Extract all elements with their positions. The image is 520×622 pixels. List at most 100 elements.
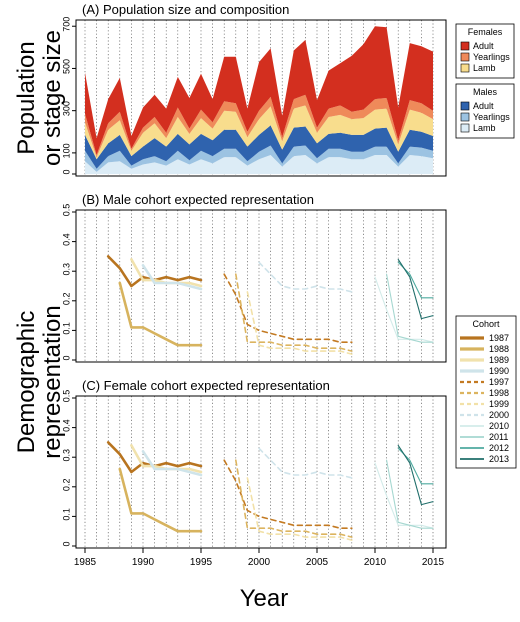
- y-axis: 0 100 300 500 700: [61, 17, 76, 175]
- x-tick-label: 2015: [422, 557, 445, 568]
- x-tick-label: 2010: [364, 557, 387, 568]
- legend-label: 2012: [489, 443, 509, 453]
- legend-label: 2010: [489, 421, 509, 431]
- cohort-line-2000: [258, 447, 353, 479]
- panel-title: (C) Female cohort expected representatio…: [82, 378, 330, 393]
- cohort-line-1988: [118, 281, 203, 347]
- y-axis: 0 0.1 0.2 0.3 0.4 0.5: [61, 204, 76, 361]
- area-females-lamb: [85, 105, 433, 160]
- ylabel-line: Population: [13, 41, 40, 154]
- y-tick-label: 500: [61, 59, 71, 74]
- legend-swatch: [460, 41, 470, 51]
- legend-label: Lamb: [473, 123, 496, 133]
- legend-label: 2013: [489, 454, 509, 464]
- x-axis: 1985 1990 1995 2000 2005 2010 2015: [74, 547, 445, 568]
- year-gridlines: [84, 210, 434, 362]
- ylabel-line: representation: [39, 305, 66, 458]
- legend-label: 2000: [489, 410, 509, 420]
- cohort-line-1998: [235, 273, 353, 352]
- legend-box: [455, 23, 515, 79]
- y-tick-label: 0.3: [61, 449, 71, 462]
- area-females-adult: [85, 26, 433, 156]
- cohort-line-1990: [141, 263, 203, 291]
- cohort-line-2013: [397, 258, 434, 320]
- legend-swatch: [460, 101, 470, 111]
- legend-label: Adult: [473, 101, 494, 111]
- cohort-line-1997: [223, 459, 353, 530]
- cohort-line-2000: [258, 261, 353, 293]
- y-tick-label: 0.3: [61, 263, 71, 276]
- cohort-line-1999: [246, 291, 353, 355]
- figure-labels: Populationor stage size Demographicrepres…: [13, 30, 288, 612]
- cohort-line-2011: [386, 273, 434, 343]
- x-tick-label: 1990: [132, 557, 155, 568]
- y-tick-label: 300: [61, 101, 71, 116]
- ylabel-population: Populationor stage size: [13, 30, 66, 166]
- legend-label: Yearlings: [473, 52, 510, 62]
- panel-B: 0 0.1 0.2 0.3 0.4 0.5 (B) Male cohort expected…: [61, 192, 447, 363]
- legend-box: [455, 315, 517, 469]
- plot-frame: [75, 19, 447, 177]
- y-tick-label: 100: [61, 143, 71, 158]
- legends-layer: FemalesAdultYearlingsLambMalesAdultYearl…: [455, 23, 517, 469]
- y-tick-label: 0: [61, 541, 71, 546]
- panel-title: (B) Male cohort expected representation: [82, 192, 314, 207]
- legend-label: 2011: [489, 432, 508, 442]
- y-tick-label: 0.1: [61, 322, 71, 335]
- ylabel-demographic: Demographicrepresentation: [13, 305, 66, 458]
- y-axis: 0 0.1 0.2 0.3 0.4 0.5: [61, 390, 76, 547]
- legend-label: Lamb: [473, 63, 496, 73]
- ylabel-line: Demographic: [13, 311, 40, 454]
- cohort-legend: Cohort1987198819891990199719981999200020…: [455, 315, 517, 469]
- panel-A: 0 100 300 500 700 (A) Population size and com…: [61, 2, 447, 177]
- legend-label: 1987: [489, 333, 509, 343]
- cohort-line-2010: [374, 462, 434, 529]
- cohort-line-1988: [118, 467, 203, 533]
- cohort-line-1990: [141, 449, 203, 477]
- legend-label: 1988: [489, 344, 509, 354]
- cohort-line-2011: [386, 459, 434, 529]
- legend-swatch: [460, 63, 470, 73]
- cohort-line-1997: [223, 273, 353, 344]
- y-tick-label: 0.1: [61, 508, 71, 521]
- legend-swatch: [460, 52, 470, 62]
- area-males-lamb: [85, 155, 433, 174]
- legend-title: Males: [473, 87, 498, 97]
- y-tick-label: 0.2: [61, 479, 71, 492]
- legend-label: 1990: [489, 366, 509, 376]
- x-tick-label: 1985: [74, 557, 97, 568]
- legend-label: 1998: [489, 388, 509, 398]
- x-tick-label: 2005: [306, 557, 329, 568]
- x-tick-label: 1995: [190, 557, 213, 568]
- ylabel-line: or stage size: [39, 30, 66, 166]
- year-gridlines: [84, 396, 434, 548]
- area-males-yearlings: [85, 145, 433, 172]
- legend-label: 1997: [489, 377, 509, 387]
- panel-C: 0 0.1 0.2 0.3 0.4 0.5 (C) Female cohort expect…: [61, 378, 447, 549]
- cohort-line-1998: [235, 459, 353, 538]
- y-tick-label: 0: [61, 169, 71, 174]
- legend-swatch: [460, 112, 470, 122]
- cohort-line-2010: [374, 276, 434, 343]
- legend-swatch: [460, 123, 470, 133]
- y-tick-label: 0.4: [61, 419, 71, 432]
- y-tick-label: 0.5: [61, 390, 71, 403]
- cohort-line-2013: [397, 444, 434, 506]
- y-tick-label: 700: [61, 17, 71, 32]
- x-axis-label: Year: [240, 585, 289, 612]
- y-tick-label: 0.2: [61, 293, 71, 306]
- cohort-line-1999: [246, 477, 353, 541]
- legend-label: 1989: [489, 355, 509, 365]
- legend-label: 1999: [489, 399, 509, 409]
- legend-label: Adult: [473, 41, 494, 51]
- y-tick-label: 0.5: [61, 204, 71, 217]
- panel-title: (A) Population size and composition: [82, 2, 289, 17]
- legend-title: Females: [468, 27, 503, 37]
- y-tick-label: 0: [61, 355, 71, 360]
- plot-frame: [75, 209, 447, 363]
- area-males-adult: [85, 125, 433, 169]
- y-tick-label: 0.4: [61, 233, 71, 246]
- legend-label: Yearlings: [473, 112, 510, 122]
